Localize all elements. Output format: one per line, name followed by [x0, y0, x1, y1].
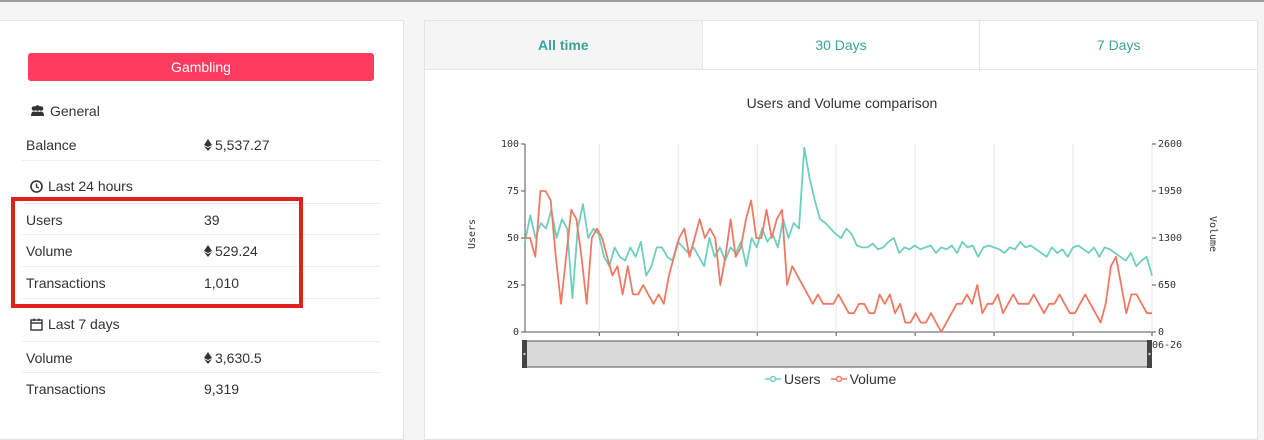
last24-heading: Last 24 hours	[30, 178, 133, 194]
category-badge[interactable]: Gambling	[28, 53, 374, 81]
volume24-label: Volume	[26, 243, 73, 259]
balance-value-wrap: 5,537.27	[204, 137, 270, 153]
chart-legend: Users Volume	[765, 371, 896, 387]
ether-icon	[204, 139, 212, 151]
general-title: General	[50, 103, 100, 119]
tx24-label: Transactions	[26, 275, 106, 291]
clock-icon	[30, 179, 43, 193]
volume-legend-marker	[830, 375, 847, 383]
legend-users[interactable]: Users	[765, 371, 821, 387]
last24-title: Last 24 hours	[48, 178, 133, 194]
y-tick-label-left: 50	[507, 233, 519, 244]
y-tick-label-left: 100	[501, 139, 519, 150]
volume7-value: 3,630.5	[215, 350, 262, 366]
y-tick-label-right: 2600	[1158, 139, 1182, 150]
series-line-users	[524, 146, 1153, 300]
series-line-volume	[525, 190, 1152, 333]
y-axis-label-left: Users	[467, 219, 478, 249]
chart-title: Users and Volume comparison	[746, 95, 938, 111]
last7-heading: Last 7 days	[30, 316, 120, 332]
legend-volume-label: Volume	[849, 371, 897, 387]
tab-all-time[interactable]: All time	[425, 21, 703, 69]
volume7-value-wrap: 3,630.5	[204, 350, 262, 366]
volume24-row: Volume 529.24	[22, 235, 380, 267]
last7-title: Last 7 days	[48, 316, 120, 332]
chart-card: All time 30 Days 7 Days Users and Volume…	[424, 20, 1258, 440]
tx24-row: Transactions 1,010	[22, 267, 380, 299]
general-heading: General	[30, 103, 100, 119]
tx7-value: 9,319	[204, 381, 240, 397]
tx7-label: Transactions	[26, 381, 106, 397]
balance-value: 5,537.27	[215, 137, 270, 153]
y-tick-label-right: 1300	[1158, 233, 1182, 244]
y-tick-label-left: 0	[513, 327, 519, 338]
users-label: Users	[26, 212, 63, 228]
volume24-value-wrap: 529.24	[204, 243, 258, 259]
top-divider	[0, 0, 1264, 2]
y-tick-label-right: 1950	[1158, 186, 1182, 197]
balance-row: Balance 5,537.27	[22, 129, 380, 161]
volume7-row: Volume 3,630.5	[22, 341, 380, 373]
calendar-icon	[30, 318, 43, 331]
users-row: Users 39	[22, 203, 380, 235]
legend-users-label: Users	[784, 371, 821, 387]
volume24-value: 529.24	[215, 243, 258, 259]
volume7-label: Volume	[26, 350, 73, 366]
tab-7-days[interactable]: 7 Days	[1096, 37, 1141, 53]
ether-icon	[204, 352, 212, 364]
y-tick-label-right: 650	[1158, 280, 1176, 291]
y-tick-label-right: 0	[1158, 327, 1164, 338]
legend-volume[interactable]: Volume	[830, 371, 897, 387]
users-icon	[31, 105, 44, 116]
tab-30-days[interactable]: 30 Days	[703, 21, 981, 69]
y-tick-label-left: 75	[507, 186, 519, 197]
period-tabs: All time 30 Days 7 Days	[425, 21, 1257, 70]
ether-icon	[204, 245, 212, 257]
users-value: 39	[204, 212, 220, 228]
y-tick-label-left: 25	[507, 280, 519, 291]
balance-label: Balance	[26, 137, 77, 153]
tx7-row: Transactions 9,319	[22, 373, 380, 405]
stats-card: Gambling General Balance 5,537.27 Last 2…	[0, 20, 404, 440]
range-slider[interactable]	[522, 340, 1152, 368]
tx24-value: 1,010	[204, 275, 240, 291]
users-legend-marker	[765, 375, 781, 383]
y-axis-label-right: Volume	[1207, 216, 1218, 252]
